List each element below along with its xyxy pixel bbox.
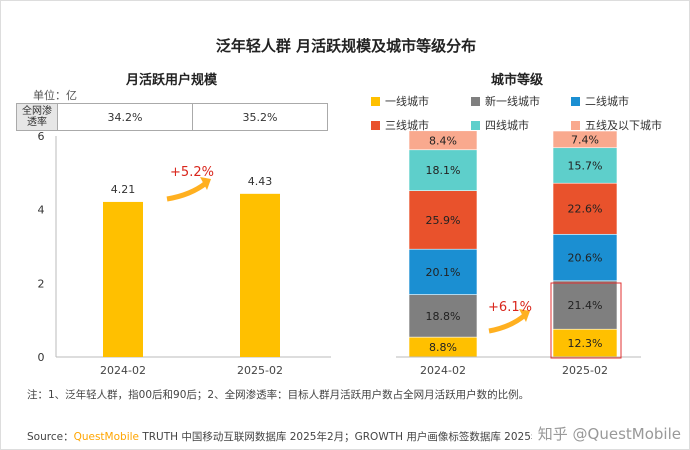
- bar: [103, 201, 143, 357]
- segment-label: 8.4%: [429, 134, 457, 147]
- segment-label: 8.8%: [429, 341, 457, 354]
- legend-label: 五线及以下城市: [585, 119, 662, 132]
- source-text: TRUTH 中国移动互联网数据库 2025年2月；GROWTH 用户画像标签数据…: [139, 431, 559, 443]
- watermark: 知乎 @QuestMobile: [531, 423, 681, 444]
- segment-label: 12.3%: [568, 337, 603, 350]
- segment-label: 18.8%: [426, 310, 461, 323]
- x-tick-label: 2024-02: [100, 364, 146, 377]
- legend-item: 四线城市: [471, 117, 571, 133]
- page-title: 泛年轻人群 月活跃规模及城市等级分布: [215, 37, 477, 55]
- x-tick-label: 2025-02: [562, 364, 608, 377]
- data-label: 4.21: [111, 183, 136, 196]
- legend-item: 一线城市: [371, 93, 471, 109]
- growth-arrow-head: [200, 177, 211, 190]
- segment-label: 25.9%: [426, 214, 461, 227]
- stacked-segment: [552, 130, 618, 149]
- legend-item: 二线城市: [571, 93, 671, 109]
- legend-item: 三线城市: [371, 117, 471, 133]
- source-label: Source：: [27, 431, 74, 443]
- legend-swatch: [571, 96, 580, 106]
- x-tick-label: 2025-02: [237, 364, 283, 377]
- legend-label: 二线城市: [585, 95, 629, 108]
- stacked-segment: [552, 280, 618, 330]
- segment-label: 21.4%: [568, 299, 603, 312]
- legend-label: 一线城市: [385, 95, 429, 108]
- penetration-value: 34.2%: [57, 103, 193, 131]
- penetration-table: 全网渗透率 34.2% 35.2%: [16, 103, 328, 131]
- stacked-segment: [408, 130, 478, 151]
- segment-label: 20.1%: [426, 266, 461, 279]
- growth-arrow: [488, 313, 527, 334]
- bar: [240, 193, 280, 357]
- source: Source：QuestMobile TRUTH 中国移动互联网数据库 2025…: [27, 429, 559, 444]
- legend-swatch: [571, 120, 580, 130]
- legend-label: 新一线城市: [485, 95, 540, 108]
- legend-item: 五线及以下城市: [571, 117, 671, 133]
- right-chart-title: 城市等级: [491, 73, 544, 88]
- stacked-segment: [552, 147, 618, 184]
- legend: 一线城市 新一线城市 二线城市三线城市 四线城市 五线及以下城市: [371, 93, 681, 133]
- unit-label: 单位：亿: [33, 89, 77, 102]
- segment-label: 15.7%: [568, 159, 603, 172]
- legend-swatch: [371, 96, 380, 106]
- source-brand: QuestMobile: [73, 431, 139, 443]
- y-tick-label: 6: [38, 130, 45, 143]
- legend-label: 四线城市: [485, 119, 529, 132]
- stacked-segment: [408, 149, 478, 191]
- growth-arrow-head: [519, 309, 530, 322]
- segment-label: 7.4%: [571, 133, 599, 146]
- y-tick-label: 2: [38, 277, 45, 290]
- legend-swatch: [371, 120, 380, 130]
- growth-label: +5.2%: [170, 165, 214, 180]
- y-tick-label: 4: [38, 204, 45, 217]
- stacked-segment: [408, 294, 478, 338]
- x-tick-label: 2024-02: [420, 364, 466, 377]
- legend-item: 新一线城市: [471, 93, 571, 109]
- stacked-segment: [552, 182, 618, 235]
- left-chart-title: 月活跃用户规模: [126, 73, 218, 88]
- data-label: 4.43: [248, 175, 273, 188]
- penetration-value: 35.2%: [192, 103, 328, 131]
- stacked-segment: [408, 190, 478, 250]
- stacked-segment: [408, 248, 478, 295]
- stacked-segment: [552, 328, 618, 358]
- segment-label: 22.6%: [568, 203, 603, 216]
- growth-arrow: [166, 181, 208, 202]
- legend-swatch: [471, 96, 480, 106]
- growth-label: +6.1%: [488, 300, 532, 315]
- y-tick-label: 0: [38, 351, 45, 364]
- highlight-box: [550, 282, 622, 359]
- stacked-segment: [552, 233, 618, 282]
- footnote: 注：1、泛年轻人群，指00后和90后；2、全网渗透率：目标人群月活跃用户数占全网…: [27, 389, 530, 401]
- segment-label: 20.6%: [568, 252, 603, 265]
- legend-label: 三线城市: [385, 119, 429, 132]
- segment-label: 18.1%: [426, 164, 461, 177]
- legend-swatch: [471, 120, 480, 130]
